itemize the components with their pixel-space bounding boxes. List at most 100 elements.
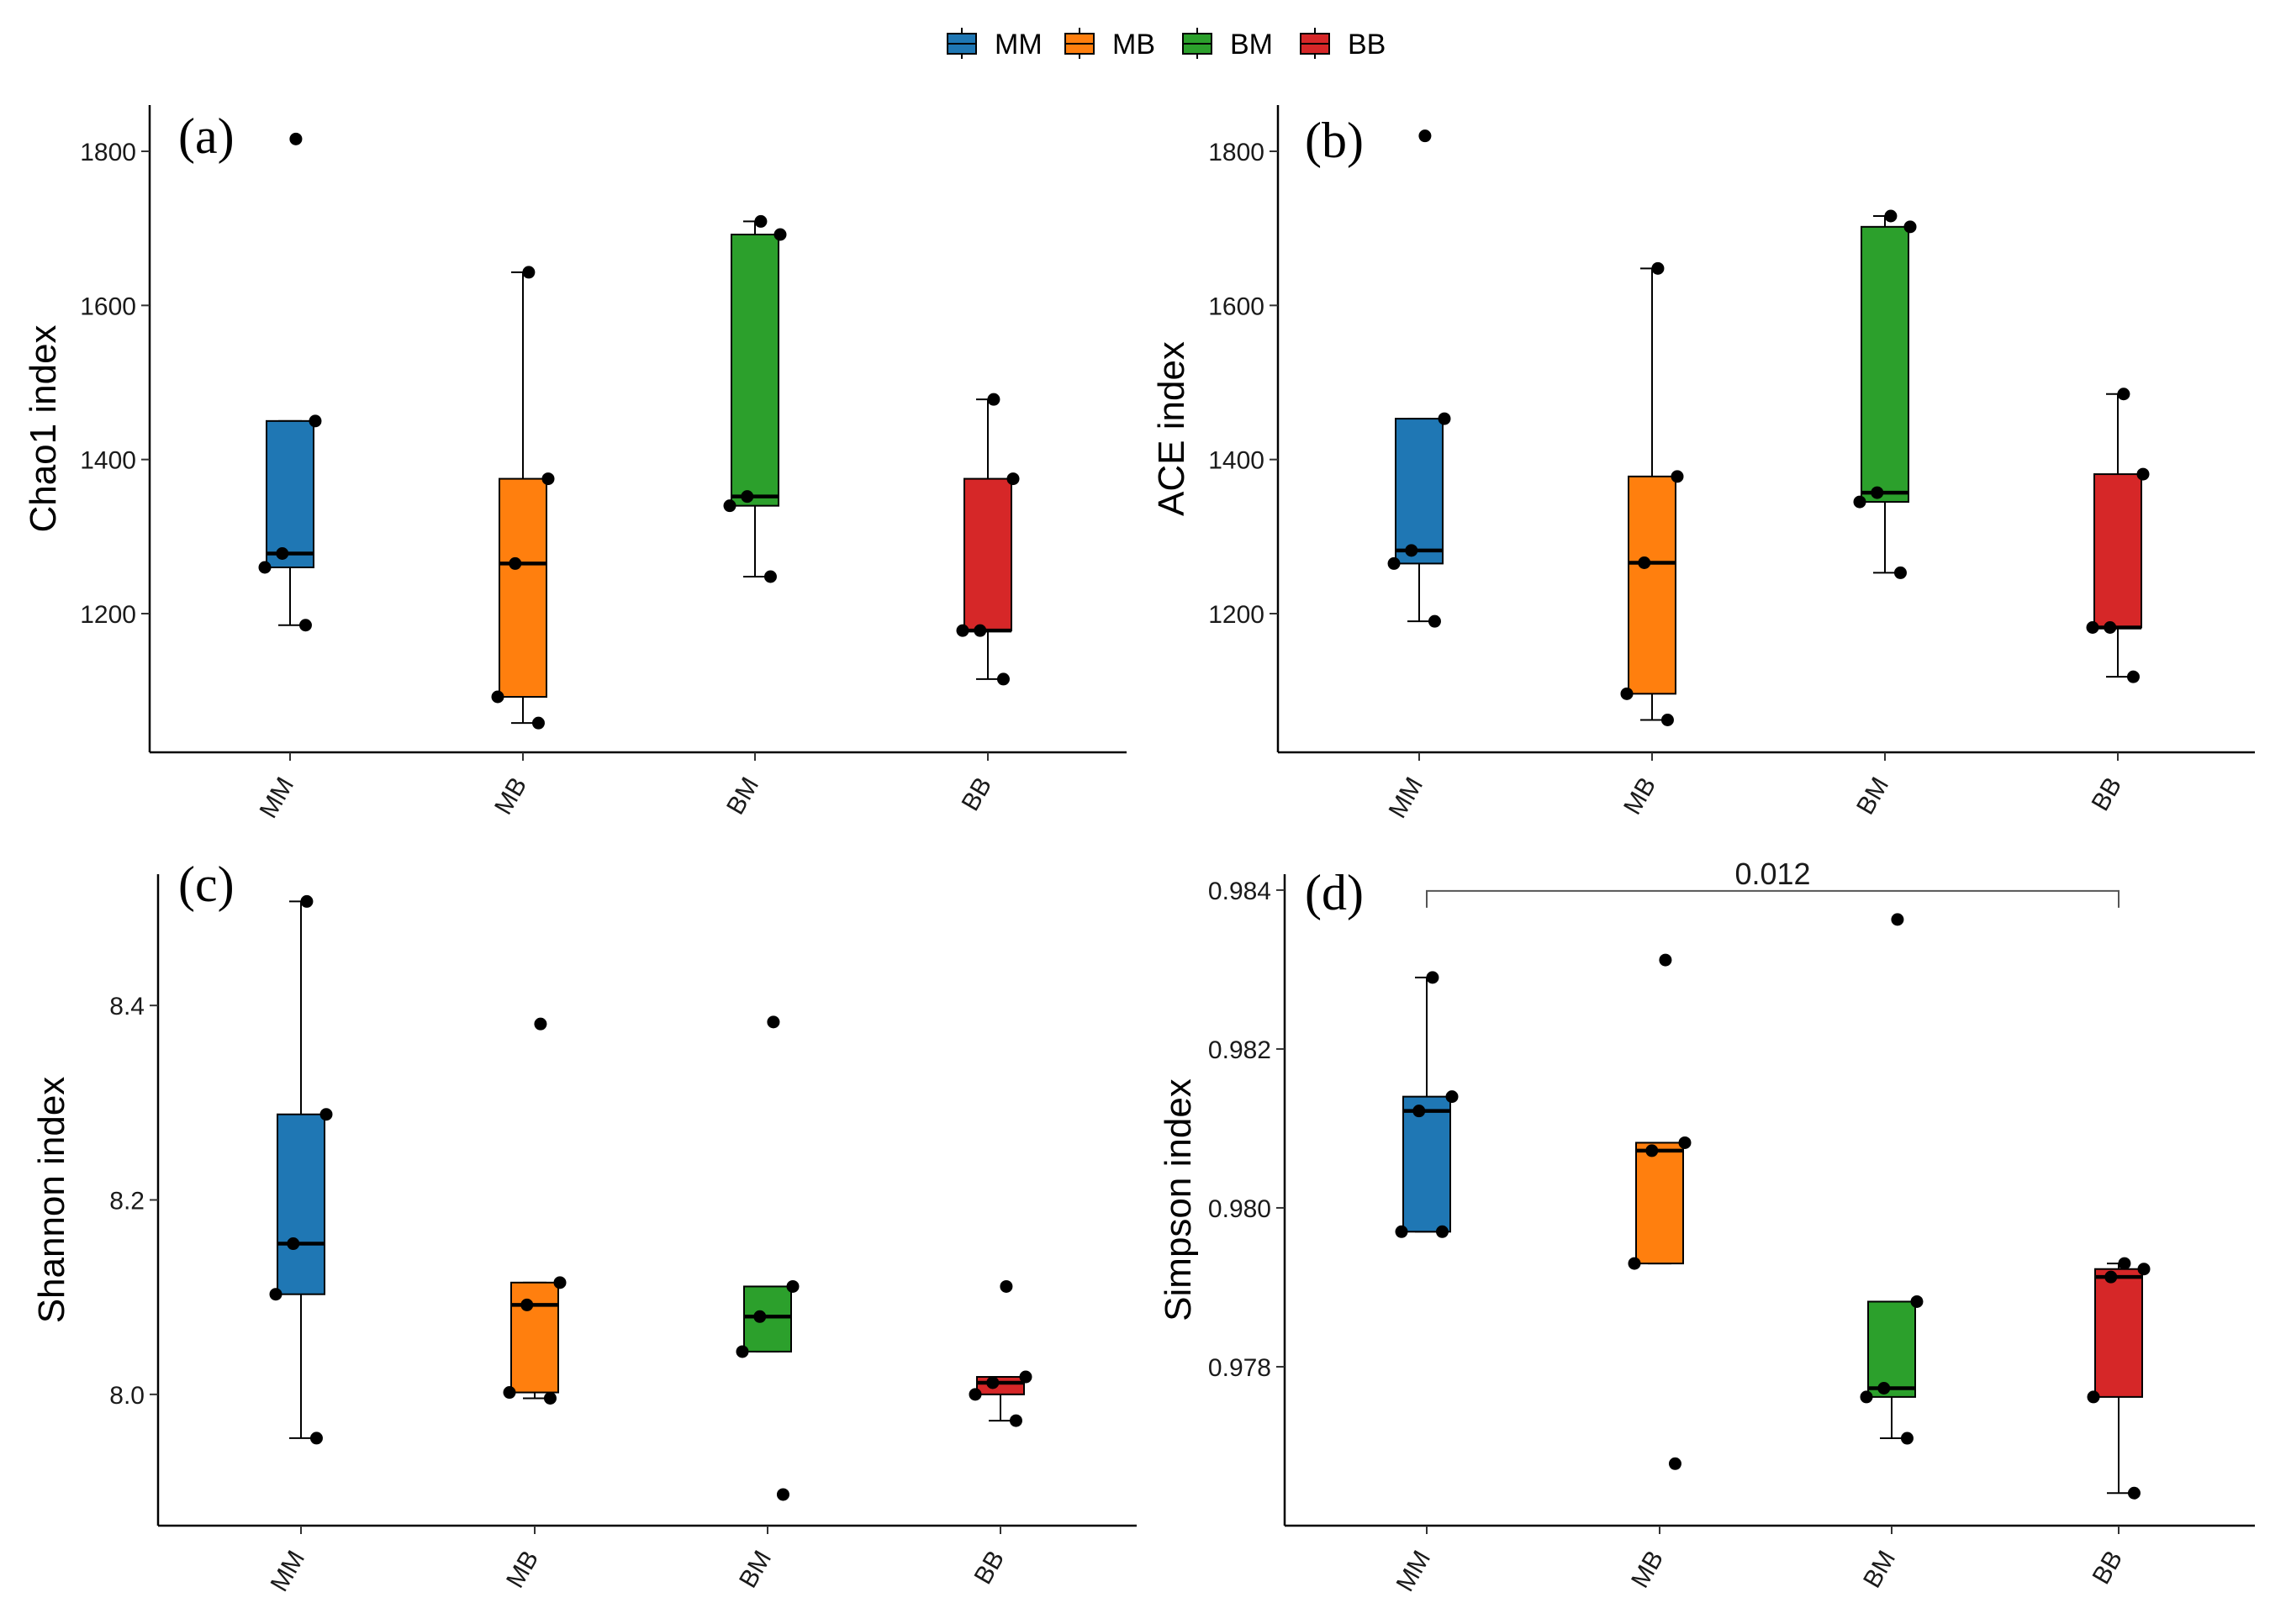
panel-label: (a) bbox=[178, 108, 235, 164]
data-point-mm bbox=[309, 1432, 323, 1445]
box-bm bbox=[731, 220, 779, 577]
data-point-bm bbox=[1893, 566, 1907, 579]
box-body bbox=[743, 1285, 792, 1352]
data-point-bm bbox=[1871, 486, 1884, 499]
data-point-bb bbox=[2127, 1486, 2141, 1500]
legend: MM MB BM BB bbox=[947, 28, 1386, 61]
y-tick-label: 0.980 bbox=[1208, 1195, 1271, 1223]
x-tick-label: MB bbox=[501, 1546, 544, 1592]
data-point-bb bbox=[2136, 467, 2150, 481]
data-point-mm bbox=[1395, 1225, 1408, 1238]
box-bm bbox=[1867, 1300, 1916, 1440]
data-point-bm bbox=[1853, 495, 1866, 509]
data-point-bm bbox=[741, 490, 754, 504]
data-point-mb bbox=[1620, 687, 1634, 700]
box-bb bbox=[976, 1376, 1025, 1422]
data-point-mm bbox=[1445, 1090, 1459, 1104]
data-point-mm bbox=[269, 1288, 282, 1301]
data-point-bm bbox=[736, 1345, 749, 1358]
data-point-bm bbox=[1891, 913, 1904, 926]
box-body bbox=[499, 477, 547, 698]
panel-b-ace: 1200 1400 1600 1800 ACE index (b) MM MB BM BB bbox=[1151, 105, 2255, 823]
data-point-bb bbox=[1006, 472, 1020, 486]
data-point-mb bbox=[1628, 1257, 1641, 1270]
x-tick-label: MB bbox=[489, 772, 532, 819]
box-mb bbox=[499, 271, 547, 725]
box-body bbox=[266, 419, 314, 569]
data-point-bb bbox=[1019, 1370, 1032, 1384]
panel-label: (c) bbox=[178, 857, 235, 912]
x-tick-label: BM bbox=[721, 772, 764, 819]
data-point-mb bbox=[520, 1298, 534, 1311]
data-point-mm bbox=[319, 1108, 333, 1121]
box-bb bbox=[2093, 393, 2142, 678]
data-point-mb bbox=[1645, 1144, 1659, 1157]
data-point-mb bbox=[1660, 714, 1674, 726]
y-axis-title: Shannon index bbox=[31, 1077, 72, 1324]
legend-label-mm: MM bbox=[995, 29, 1043, 61]
y-axis-title: Simpson index bbox=[1158, 1078, 1199, 1321]
y-tick-label: 1600 bbox=[80, 293, 136, 320]
data-point-bb bbox=[2104, 621, 2117, 634]
box-mb bbox=[1635, 1142, 1684, 1265]
panel-d-simpson: 0.978 0.980 0.982 0.984 Simpson index (d) MM MB… bbox=[1158, 857, 2255, 1596]
box-body bbox=[2093, 473, 2142, 629]
box-body bbox=[1861, 225, 1909, 504]
box-body bbox=[963, 477, 1012, 632]
x-tick-label: MM bbox=[1391, 1546, 1437, 1596]
box-bb bbox=[2094, 1263, 2143, 1495]
box-body bbox=[1402, 1095, 1451, 1233]
box-body bbox=[1395, 418, 1444, 565]
data-point-mb bbox=[531, 716, 545, 730]
panel-label: (d) bbox=[1305, 865, 1364, 920]
panel-label: (b) bbox=[1305, 113, 1364, 168]
data-point-mm bbox=[1438, 412, 1451, 425]
y-tick-label: 0.978 bbox=[1208, 1354, 1271, 1382]
y-axis-title: Chao1 index bbox=[23, 324, 64, 532]
y-tick-label: 1800 bbox=[80, 139, 136, 166]
data-point-mm bbox=[1412, 1105, 1426, 1118]
data-point-mb bbox=[522, 266, 536, 279]
data-point-mm bbox=[1387, 556, 1401, 570]
x-tick-label: MM bbox=[1384, 772, 1429, 823]
data-point-bm bbox=[1910, 1294, 1924, 1308]
data-point-mb bbox=[1668, 1457, 1681, 1470]
data-point-bm bbox=[1860, 1390, 1873, 1404]
significance-bracket bbox=[1426, 889, 2120, 908]
box-body bbox=[731, 234, 779, 507]
data-point-mb bbox=[1638, 556, 1651, 569]
data-point-bb bbox=[1000, 1279, 1013, 1293]
y-tick-label: 1200 bbox=[80, 601, 136, 629]
data-point-bb bbox=[987, 393, 1000, 406]
data-point-bb bbox=[2117, 388, 2130, 401]
data-point-mb bbox=[503, 1386, 516, 1400]
data-point-bb bbox=[1009, 1414, 1022, 1427]
data-point-mm bbox=[1418, 129, 1432, 143]
box-body bbox=[1867, 1300, 1916, 1398]
y-tick-label: 8.0 bbox=[109, 1382, 145, 1410]
box-body bbox=[1628, 475, 1676, 695]
data-point-mm bbox=[289, 132, 303, 145]
panel-c-shannon: 8.0 8.2 8.4 Shannon index (c) MM MB BM BB bbox=[31, 857, 1137, 1596]
data-point-mm bbox=[309, 414, 322, 428]
data-point-bb bbox=[956, 624, 969, 637]
x-tick-label: BB bbox=[969, 1546, 1011, 1589]
data-point-bm bbox=[753, 1310, 767, 1323]
box-mm bbox=[277, 900, 325, 1439]
data-point-bb bbox=[2118, 1257, 2131, 1270]
data-point-mm bbox=[1428, 614, 1441, 628]
data-point-mm bbox=[1435, 1225, 1449, 1238]
box-body bbox=[510, 1281, 559, 1394]
box-body bbox=[1635, 1142, 1684, 1265]
data-point-bm bbox=[1877, 1381, 1891, 1395]
box-body bbox=[2094, 1268, 2143, 1398]
data-point-bm bbox=[1900, 1432, 1914, 1445]
data-point-mb bbox=[1651, 261, 1665, 275]
data-point-mb bbox=[534, 1017, 547, 1031]
data-point-mb bbox=[541, 472, 555, 486]
data-point-bb bbox=[974, 624, 987, 637]
y-tick-label: 8.4 bbox=[109, 993, 145, 1020]
x-tick-label: BB bbox=[957, 772, 998, 815]
data-point-bb bbox=[2087, 1390, 2100, 1404]
legend-label-bb: BB bbox=[1348, 29, 1386, 61]
